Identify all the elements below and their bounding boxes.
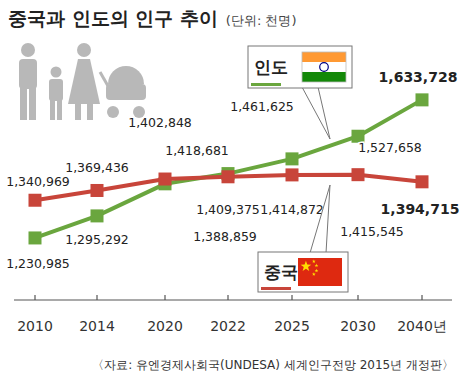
legend-swatch: [251, 83, 281, 86]
flag-part: [302, 62, 346, 72]
data-label: 1,414,872: [260, 202, 324, 217]
x-tick-label: 2030: [340, 318, 376, 334]
x-tick: [421, 295, 422, 300]
flag-part: [301, 261, 312, 271]
x-tick-label: 2025: [274, 318, 310, 334]
series-marker: [91, 209, 104, 222]
icon-part: [21, 43, 35, 57]
icon-part: [108, 66, 144, 84]
icon-part: [75, 102, 81, 120]
legend-swatch: [261, 287, 291, 290]
data-label: 1,402,848: [128, 115, 192, 130]
legend-callout: 인도: [248, 46, 352, 139]
data-label: 1,295,292: [65, 232, 129, 247]
data-label: 1,461,625: [230, 99, 294, 114]
background: [0, 0, 462, 379]
callout-box: [258, 252, 348, 292]
flag-part: [312, 272, 316, 276]
data-label: 1,369,436: [65, 160, 129, 175]
series-marker: [416, 93, 429, 106]
series-marker: [29, 194, 42, 207]
icon-part: [87, 102, 93, 120]
x-tick-label: 2014: [79, 318, 115, 334]
callout-pointer: [310, 185, 330, 253]
legend-label: 인도: [254, 57, 288, 77]
x-axis: 2010 2014 2020 2022 2025 2030 2040년: [14, 295, 452, 334]
x-tick-label: 2022: [210, 318, 246, 334]
series-line: [35, 100, 422, 238]
data-label: 1,340,969: [6, 174, 70, 189]
icon-part: [107, 106, 119, 118]
legend-label: 중국: [264, 262, 298, 282]
series-marker: [222, 170, 235, 183]
series-marker: [286, 152, 299, 165]
series-marker: [29, 231, 42, 244]
x-tick-label: 2040년: [397, 318, 447, 334]
data-label: 1,394,715: [381, 201, 460, 217]
flag-icon: [298, 258, 342, 286]
data-label: 1,388,859: [193, 229, 257, 244]
data-label: 1,633,728: [379, 69, 458, 85]
icon-part: [57, 98, 62, 120]
flag-part: [302, 52, 346, 62]
x-tick: [227, 295, 228, 300]
series-marker: [286, 168, 299, 181]
icon-part: [100, 72, 108, 86]
icon-part: [20, 86, 27, 120]
x-tick: [34, 295, 35, 300]
chart-root: 중국과 인도의 인구 추이 (단위: 천명) 2010 2014 2020 2022 202…: [0, 0, 462, 379]
data-label: 1,418,681: [165, 143, 229, 158]
source: 〈자료: 유엔경제사회국(UNDESA) 세계인구전망 2015년 개정판〉: [92, 358, 454, 372]
family-icon: [19, 43, 146, 120]
icon-part: [29, 86, 36, 120]
data-label: 1,230,985: [6, 256, 70, 271]
flag-part: [315, 264, 319, 268]
icon-part: [49, 79, 63, 101]
flag-part: [302, 52, 346, 82]
x-tick-label: 2020: [147, 318, 183, 334]
series-marker: [416, 175, 429, 188]
x-tick: [164, 295, 165, 300]
data-label: 1,415,545: [340, 224, 404, 239]
subtitle: (단위: 천명): [226, 13, 297, 28]
series-marker: [352, 168, 365, 181]
axis-line: [14, 299, 452, 300]
icon-part: [68, 59, 100, 104]
data-label: 1,409,375: [196, 202, 260, 217]
flag-part: [315, 269, 319, 273]
icon-part: [50, 98, 55, 120]
data-label: 1,527,658: [358, 140, 422, 155]
x-tick: [357, 295, 358, 300]
plot-area: [29, 93, 429, 244]
series-marker: [159, 173, 172, 186]
x-tick: [96, 295, 97, 300]
icon-part: [19, 59, 37, 89]
flag-icon: [302, 52, 346, 82]
icon-part: [77, 43, 91, 57]
x-tick-label: 2010: [17, 318, 53, 334]
flag-part: [298, 258, 342, 286]
callout-pointer: [302, 87, 330, 139]
flag-part: [302, 72, 346, 82]
x-tick: [291, 295, 292, 300]
callout-box: [248, 46, 352, 88]
icon-part: [106, 84, 146, 100]
series-marker: [91, 184, 104, 197]
data-labels: 1,230,985 1,295,292 1,388,859 1,418,681 1,46…: [6, 69, 459, 271]
title: 중국과 인도의 인구 추이: [8, 7, 218, 29]
flag-part: [320, 63, 329, 72]
flag-part: [312, 259, 316, 263]
legend-callout: 중국: [258, 185, 348, 292]
icon-part: [51, 67, 62, 78]
